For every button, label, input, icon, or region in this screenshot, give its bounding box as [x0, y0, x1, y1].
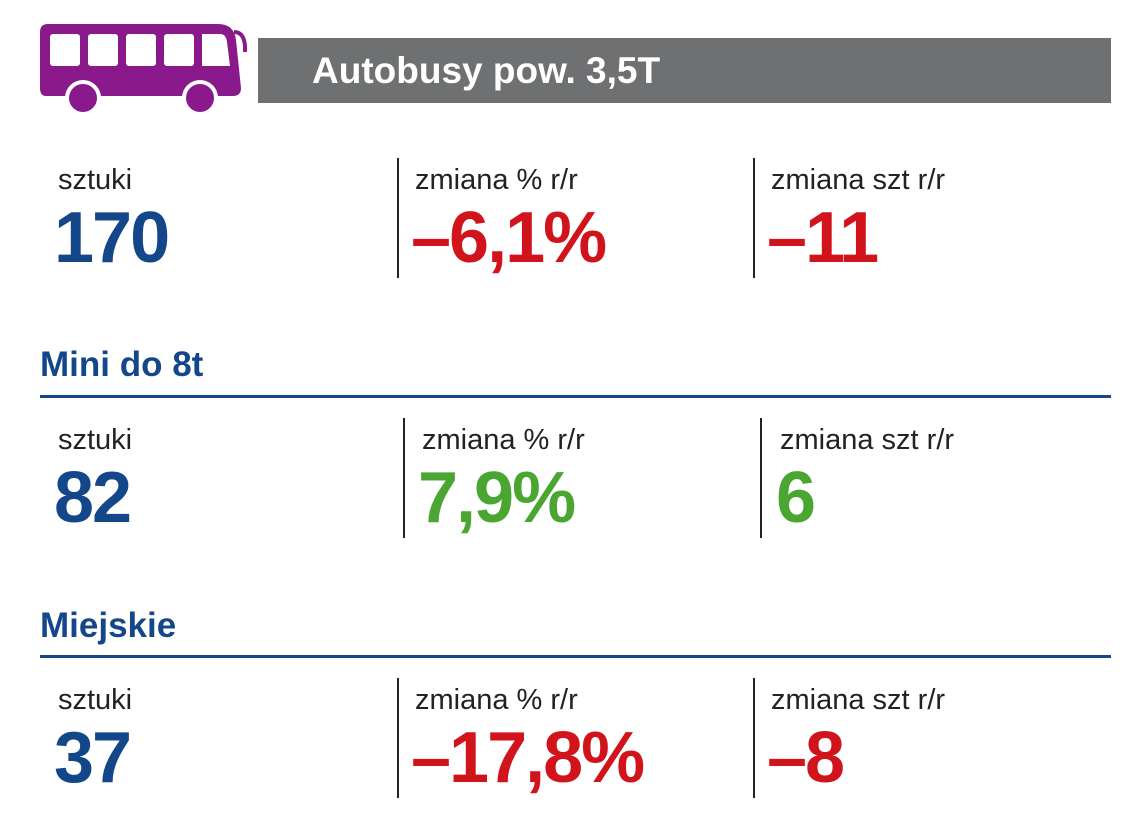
divider	[397, 158, 399, 278]
stat-value: –6,1%	[411, 198, 607, 278]
section-title: Mini do 8t	[40, 345, 204, 384]
section-rule	[40, 655, 1111, 658]
section-rule	[40, 395, 1111, 398]
stat-label: zmiana % r/r	[415, 164, 578, 196]
stat-value: –8	[767, 718, 845, 798]
divider	[403, 418, 405, 538]
stat-value: –11	[767, 198, 879, 278]
bus-icon	[40, 24, 248, 116]
title-banner: Autobusy pow. 3,5T	[258, 38, 1111, 103]
stat-label: zmiana % r/r	[422, 424, 585, 456]
stat-label: zmiana szt r/r	[771, 164, 946, 196]
section-title: Miejskie	[40, 606, 177, 645]
stat-value: 7,9%	[418, 458, 576, 538]
divider	[753, 678, 755, 798]
stat-label: sztuki	[58, 684, 133, 716]
stat-label: zmiana szt r/r	[780, 424, 955, 456]
stat-label: sztuki	[58, 164, 133, 196]
stat-value: 6	[776, 458, 816, 538]
stat-label: zmiana % r/r	[415, 684, 578, 716]
stat-value: 170	[54, 198, 170, 278]
divider	[397, 678, 399, 798]
stat-label: zmiana szt r/r	[771, 684, 946, 716]
stat-value: 37	[54, 718, 132, 798]
title: Autobusy pow. 3,5T	[312, 50, 661, 91]
stat-value: 82	[54, 458, 132, 538]
divider	[760, 418, 762, 538]
stat-value: –17,8%	[411, 718, 645, 798]
stat-label: sztuki	[58, 424, 133, 456]
divider	[753, 158, 755, 278]
